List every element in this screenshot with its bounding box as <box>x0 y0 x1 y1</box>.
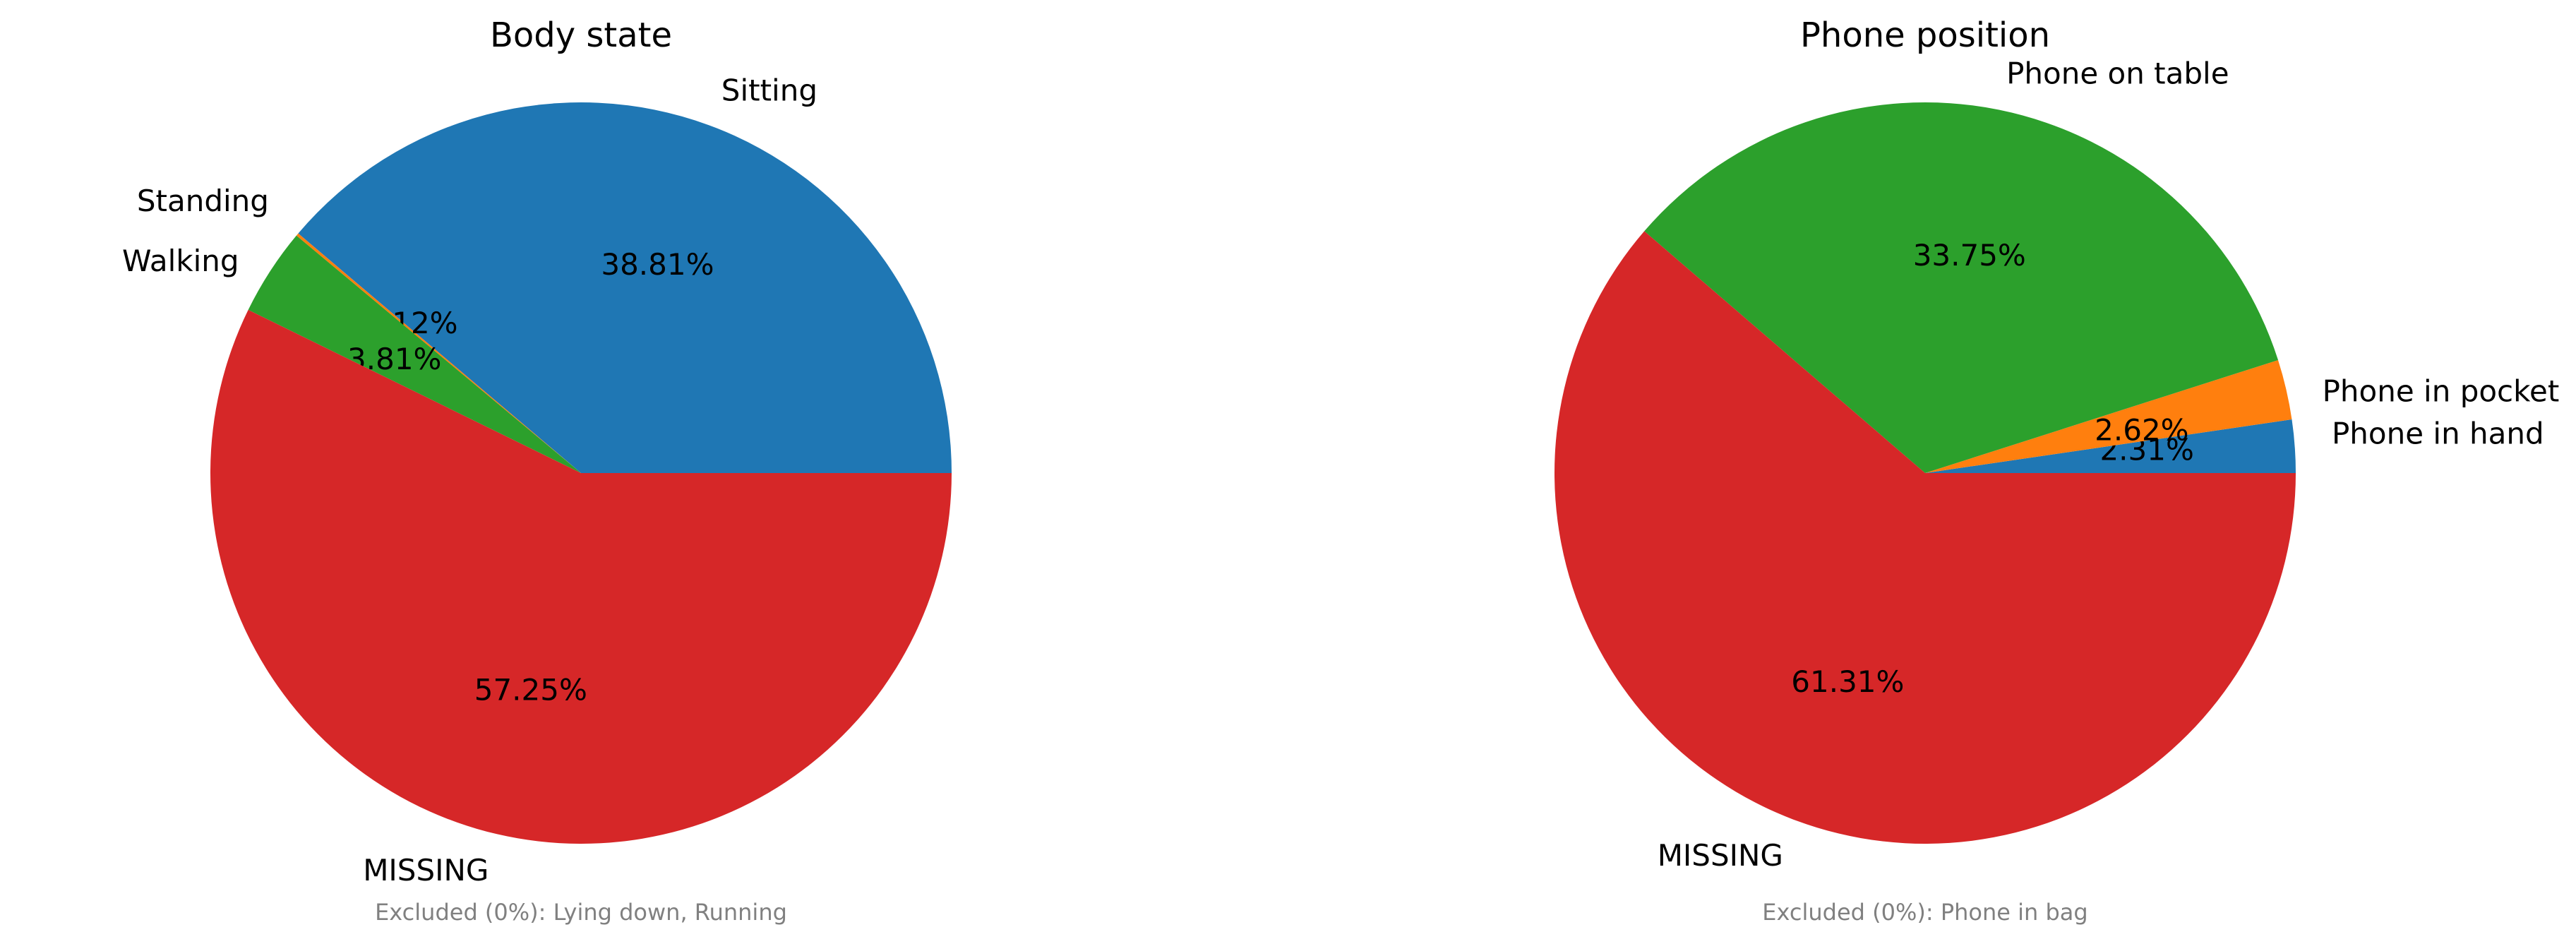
pct-label-phone-in-pocket: 2.62% <box>2095 412 2188 447</box>
pie-slice-missing <box>210 309 952 844</box>
slice-label-missing: MISSING <box>363 853 489 888</box>
pie-chart-body-state: Body state 38.81%Sitting0.12%Standing3.8… <box>122 16 952 926</box>
pct-label-phone-on-table: 33.75% <box>1913 238 2026 273</box>
slice-label-missing: MISSING <box>1658 838 1783 873</box>
chart-title-phone-position: Phone position <box>1800 16 2050 55</box>
pct-label-sitting: 38.81% <box>601 247 714 282</box>
chart-title-body-state: Body state <box>490 16 672 55</box>
slice-label-walking: Walking <box>122 244 239 278</box>
pie-slice-phone-in-pocket <box>1925 359 2292 473</box>
pie-body-state: 38.81%Sitting0.12%Standing3.81%Walking57… <box>122 73 952 888</box>
pie-slice-standing <box>296 233 581 473</box>
slice-label-sitting: Sitting <box>721 73 817 107</box>
pie-slice-phone-in-hand <box>1925 419 2296 473</box>
pct-label-missing: 61.31% <box>1791 664 1904 699</box>
excluded-note-phone-position: Excluded (0%): Phone in bag <box>1762 899 2087 926</box>
slice-label-phone-in-hand: Phone in hand <box>2332 417 2544 451</box>
pie-slice-sitting <box>298 102 952 474</box>
pct-label-missing: 57.25% <box>474 672 587 707</box>
slice-label-phone-in-pocket: Phone in pocket <box>2323 374 2560 408</box>
slice-label-standing: Standing <box>137 184 269 218</box>
pie-chart-phone-position: Phone position 2.31% Phone in hand2.62%Ph… <box>1554 16 2559 926</box>
pie-slice-missing <box>1554 231 2296 844</box>
pie-slice-phone-on-table <box>1644 102 2279 473</box>
excluded-note-body-state: Excluded (0%): Lying down, Running <box>375 899 787 926</box>
pie-slice-walking <box>248 235 581 473</box>
slice-label-phone-on-table: Phone on table <box>2006 56 2229 91</box>
